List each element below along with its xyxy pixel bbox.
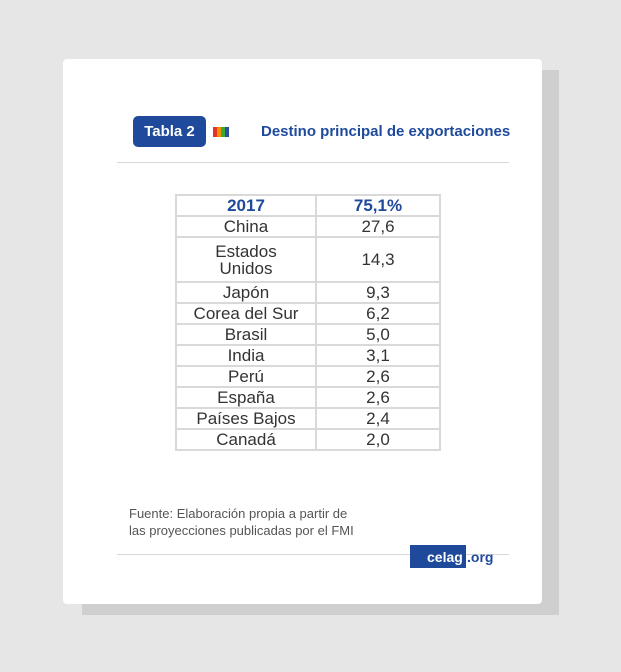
- value-cell: 6,2: [315, 302, 441, 325]
- value-cell: 2,0: [315, 428, 441, 451]
- header-year: 2017: [175, 194, 317, 217]
- country-cell: España: [175, 386, 317, 409]
- table-row: Japón 9,3: [175, 281, 441, 304]
- table-row: India 3,1: [175, 344, 441, 367]
- country-cell: Perú: [175, 365, 317, 388]
- country-cell: Corea del Sur: [175, 302, 317, 325]
- logo-box: celag: [410, 545, 466, 568]
- color-stripe-icon: [213, 127, 229, 137]
- table-row: Corea del Sur 6,2: [175, 302, 441, 325]
- country-cell: China: [175, 215, 317, 238]
- country-cell: Canadá: [175, 428, 317, 451]
- top-divider: [117, 162, 509, 163]
- value-cell: 9,3: [315, 281, 441, 304]
- table-row: Brasil 5,0: [175, 323, 441, 346]
- value-cell: 14,3: [315, 236, 441, 283]
- country-cell: Brasil: [175, 323, 317, 346]
- logo-extension: .org: [467, 548, 494, 565]
- country-cell: India: [175, 344, 317, 367]
- stripe-blue: [225, 127, 229, 137]
- country-cell: Países Bajos: [175, 407, 317, 430]
- value-cell: 2,6: [315, 365, 441, 388]
- table-row: Países Bajos 2,4: [175, 407, 441, 430]
- source-line-2: las proyecciones publicadas por el FMI: [129, 523, 354, 538]
- celag-logo: celag .org: [410, 545, 495, 568]
- country-name: Estados Unidos: [215, 241, 277, 278]
- table-number-badge: Tabla 2: [133, 116, 206, 147]
- country-cell: Estados Unidos: [175, 236, 317, 283]
- value-cell: 3,1: [315, 344, 441, 367]
- value-cell: 2,6: [315, 386, 441, 409]
- header-total: 75,1%: [315, 194, 441, 217]
- table-row: Perú 2,6: [175, 365, 441, 388]
- table-card: Tabla 2 Destino principal de exportacion…: [63, 59, 542, 604]
- value-cell: 27,6: [315, 215, 441, 238]
- stripe-green: [221, 127, 225, 137]
- table-row: Estados Unidos 14,3: [175, 236, 441, 283]
- table-row: Canadá 2,0: [175, 428, 441, 451]
- table-row: España 2,6: [175, 386, 441, 409]
- source-note: Fuente: Elaboración propia a partir de l…: [129, 505, 354, 539]
- bottom-divider: [117, 554, 509, 555]
- value-cell: 2,4: [315, 407, 441, 430]
- source-line-1: Fuente: Elaboración propia a partir de: [129, 506, 348, 521]
- country-cell: Japón: [175, 281, 317, 304]
- value-cell: 5,0: [315, 323, 441, 346]
- table-title: Destino principal de exportaciones: [261, 123, 511, 140]
- table-row: China 27,6: [175, 215, 441, 238]
- stripe-orange: [217, 127, 221, 137]
- table-header-row: 2017 75,1%: [175, 194, 441, 217]
- stripe-red: [213, 127, 217, 137]
- exports-table: 2017 75,1% China 27,6 Estados Unidos 14,…: [175, 194, 441, 451]
